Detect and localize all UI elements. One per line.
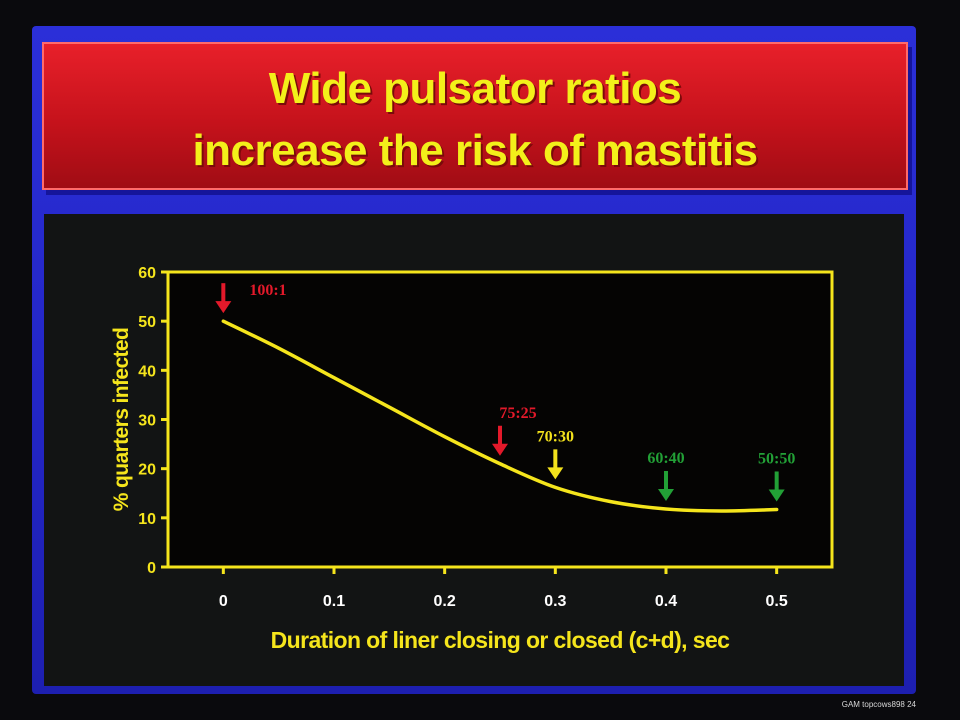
x-axis-label: Duration of liner closing or closed (c+d…	[271, 627, 730, 653]
annotation-arrow-head	[547, 467, 564, 480]
x-tick-label: 0.5	[766, 593, 788, 610]
slide-title-line-1: Wide pulsator ratios	[268, 64, 682, 113]
slide-title-line-2: increase the risk of mastitis	[192, 126, 758, 175]
x-tick-label: 0.1	[323, 593, 345, 610]
slide-footer: GAM topcows898 24	[841, 700, 916, 709]
slide: Wide pulsator ratios increase the risk o…	[32, 26, 916, 694]
y-tick-label: 20	[138, 462, 156, 479]
y-tick-label: 10	[138, 511, 156, 528]
x-tick-label: 0.2	[434, 593, 456, 610]
y-tick-label: 0	[147, 560, 156, 577]
line-chart: 0 10 20 30 40 50 60 0 0.1 0.2 0.3 0.4 0.5 Duration of…	[110, 265, 834, 653]
y-tick-label: 40	[138, 363, 156, 380]
x-tick-label: 0.3	[544, 593, 566, 610]
annotation-label: 60:40	[647, 450, 684, 467]
y-tick-label: 60	[138, 265, 156, 282]
annotation-label: 50:50	[758, 450, 795, 467]
infection-curve	[221, 319, 779, 513]
annotation-label: 100:1	[249, 282, 286, 299]
y-axis-label: % quarters infected	[110, 328, 133, 512]
annotation-arrow-head	[215, 301, 232, 314]
annotation-arrow-head	[768, 489, 785, 502]
x-tick-label: 0.4	[655, 593, 677, 610]
y-tick-label: 30	[138, 413, 156, 430]
annotation-label: 70:30	[537, 428, 574, 445]
annotation-arrow-head	[492, 443, 508, 456]
title-banner: Wide pulsator ratios increase the risk o…	[42, 42, 908, 190]
x-tick-label: 0	[219, 593, 228, 610]
chart-panel: 0 10 20 30 40 50 60 0 0.1 0.2 0.3 0.4 0.5 Duration of…	[44, 214, 904, 686]
plot-area	[166, 270, 834, 569]
annotation-arrow-head	[658, 488, 674, 501]
annotation-label: 75:25	[499, 405, 536, 422]
y-tick-label: 50	[138, 314, 156, 331]
